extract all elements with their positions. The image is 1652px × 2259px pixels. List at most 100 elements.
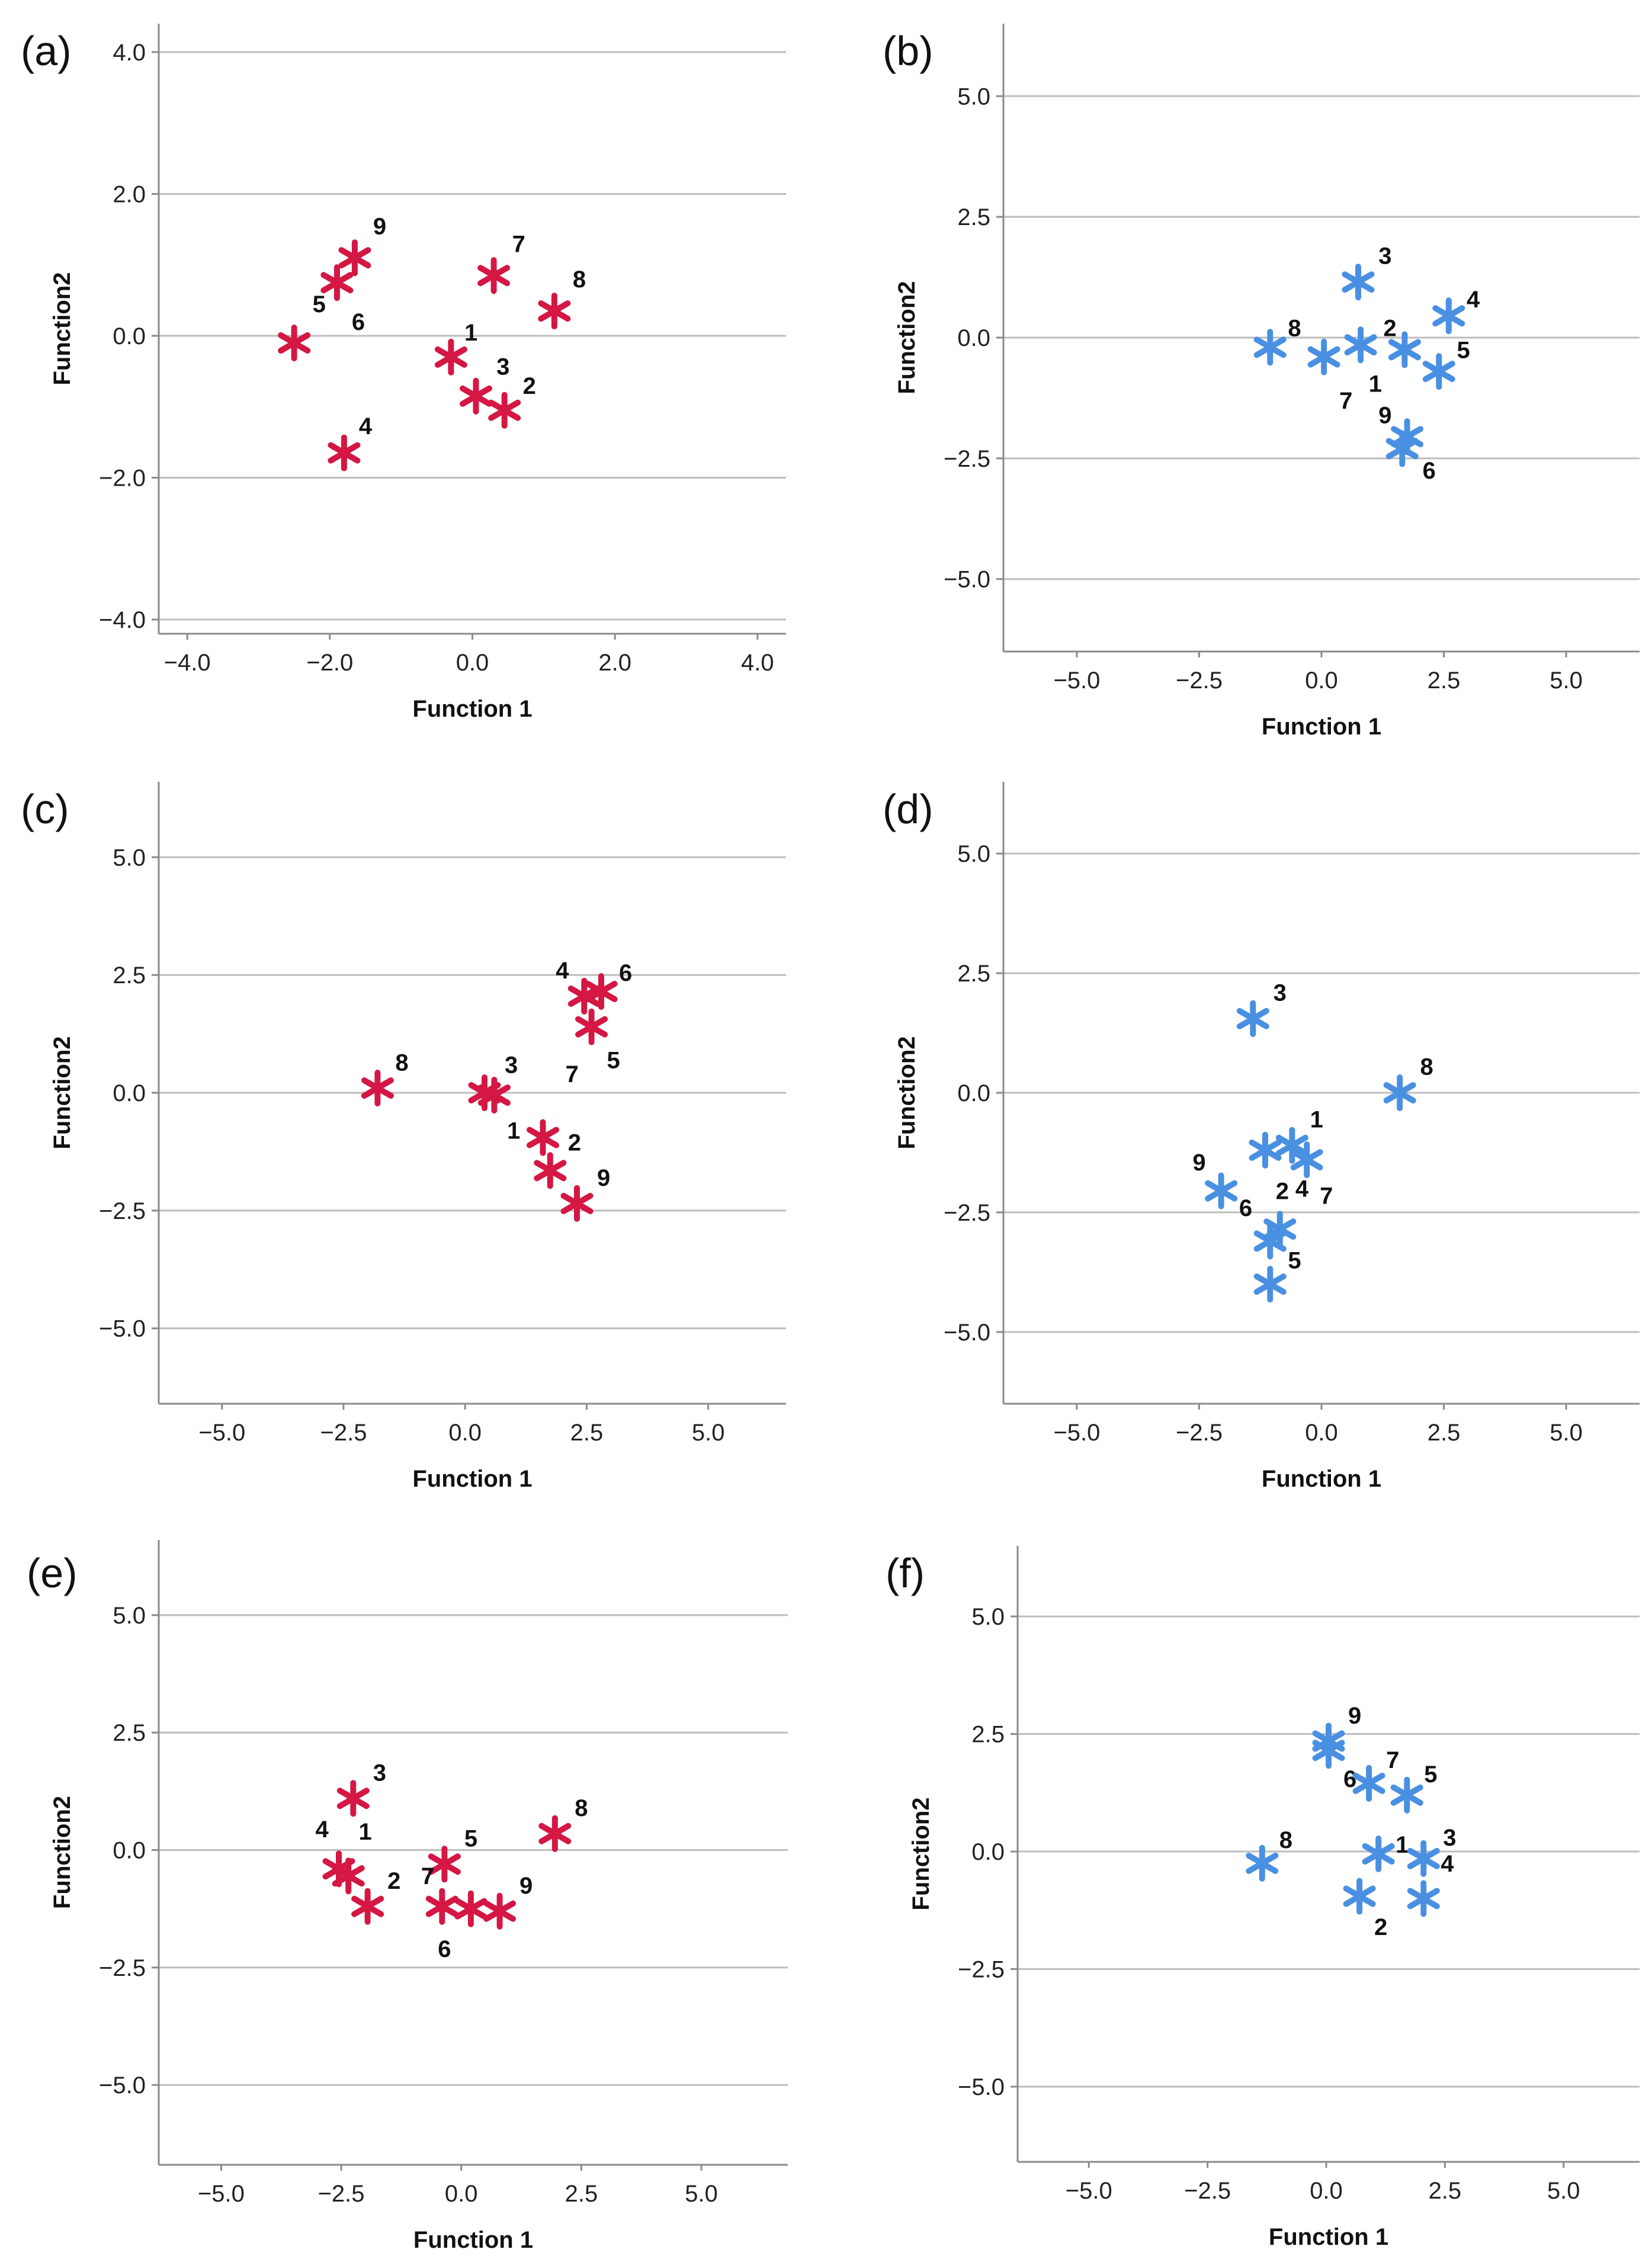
data-point-marker	[1205, 1172, 1238, 1209]
data-point-marker	[278, 325, 311, 361]
y-tick-label: 5.0	[957, 841, 990, 867]
data-point-label: 9	[597, 1165, 610, 1191]
data-point-label: 5	[1288, 1248, 1301, 1274]
x-tick-label: −5.0	[198, 1420, 245, 1446]
data-point-marker	[1344, 326, 1377, 364]
data-point-label: 4	[1467, 287, 1480, 313]
data-point-marker	[1307, 338, 1340, 376]
data-point-label: 9	[519, 1873, 533, 1899]
data-point-marker	[1342, 264, 1375, 301]
panel-letter: (f)	[886, 1550, 925, 1596]
data-point-label: 5	[1424, 1761, 1437, 1788]
data-point-marker	[1249, 1131, 1282, 1169]
data-point-marker	[1432, 297, 1465, 335]
data-point-label: 2	[1374, 1914, 1387, 1940]
y-tick-label: −4.0	[99, 607, 146, 633]
data-point-label: 9	[1192, 1150, 1205, 1176]
data-point-label: 6	[1343, 1766, 1356, 1792]
data-point-label: 4	[556, 958, 569, 984]
y-tick-label: −2.5	[99, 1198, 146, 1224]
data-point-label: 1	[464, 320, 477, 346]
y-tick-label: −5.0	[99, 2072, 146, 2098]
x-tick-label: 2.5	[1428, 1420, 1461, 1446]
x-axis-title: Function 1	[413, 2227, 533, 2253]
data-point-marker	[538, 293, 571, 330]
x-tick-label: 0.0	[1305, 668, 1338, 694]
data-point-label: 6	[352, 309, 365, 335]
data-point-label: 1	[1310, 1106, 1323, 1132]
data-point-label: 1	[358, 1819, 371, 1845]
y-tick-label: −2.0	[99, 466, 146, 492]
x-tick-label: −5.0	[198, 2181, 245, 2207]
x-axis-title: Function 1	[1269, 2224, 1388, 2250]
x-tick-label: −2.5	[320, 1420, 367, 1446]
data-point-marker	[1275, 1127, 1308, 1164]
data-point-label: 3	[1378, 243, 1391, 269]
panel-letter: (b)	[883, 28, 934, 74]
data-point-marker	[328, 434, 361, 471]
y-axis-title: Function2	[894, 281, 920, 394]
data-point-marker	[1352, 1764, 1385, 1802]
data-point-marker	[1391, 418, 1424, 455]
y-tick-label: 2.5	[957, 961, 990, 987]
data-point-marker	[477, 257, 511, 294]
data-point-marker	[1236, 1000, 1269, 1037]
y-tick-label: −2.5	[944, 1200, 990, 1226]
data-point-label: 4	[1295, 1176, 1309, 1202]
data-point-label: 5	[1457, 337, 1470, 363]
data-point-marker	[351, 1888, 384, 1925]
y-tick-label: 2.5	[113, 1720, 146, 1746]
data-point-label: 5	[464, 1826, 477, 1852]
data-point-marker	[1253, 329, 1287, 366]
data-point-label: 7	[1339, 388, 1352, 414]
data-point-marker	[460, 377, 492, 415]
x-tick-label: 0.0	[1305, 1420, 1338, 1446]
data-point-marker	[534, 1152, 567, 1189]
data-point-label: 7	[512, 231, 525, 257]
y-tick-label: −2.5	[99, 1955, 146, 1981]
y-tick-label: 5.0	[957, 84, 990, 110]
x-tick-label: 2.5	[570, 1420, 604, 1446]
y-axis-title: Function2	[49, 1796, 75, 1909]
y-axis-title: Function2	[894, 1036, 920, 1149]
data-point-label: 9	[1378, 402, 1391, 428]
data-point-label: 3	[1443, 1825, 1456, 1851]
data-point-label: 7	[421, 1863, 434, 1889]
panel-letter: (d)	[883, 786, 934, 832]
data-point-label: 2	[523, 373, 536, 399]
x-tick-label: −2.5	[1176, 1420, 1223, 1446]
x-tick-label: 5.0	[685, 2181, 718, 2207]
data-point-label: 5	[313, 291, 326, 317]
data-point-label: 9	[1348, 1703, 1361, 1729]
y-tick-label: −2.5	[944, 446, 990, 472]
x-axis-title: Function 1	[1262, 1466, 1381, 1492]
y-tick-label: 0.0	[957, 325, 990, 351]
x-axis-title: Function 1	[412, 696, 532, 722]
data-point-marker	[1388, 331, 1421, 368]
data-point-label: 4	[1441, 1851, 1454, 1877]
y-tick-label: 2.5	[971, 1722, 1005, 1748]
panel-letter: (a)	[21, 28, 72, 74]
data-point-marker	[428, 1846, 461, 1883]
data-point-marker	[488, 392, 521, 429]
data-point-marker	[1290, 1141, 1323, 1179]
y-axis-title: Function2	[49, 272, 75, 385]
y-tick-label: 5.0	[113, 845, 146, 871]
data-point-marker	[527, 1119, 560, 1156]
x-tick-label: 0.0	[445, 2181, 478, 2207]
data-point-marker	[575, 1008, 608, 1045]
y-axis-title: Function2	[49, 1036, 75, 1149]
y-tick-label: 5.0	[971, 1604, 1005, 1630]
data-point-label: 6	[1239, 1195, 1252, 1221]
data-point-marker	[1390, 1776, 1423, 1814]
data-point-label: 2	[387, 1868, 400, 1894]
data-point-marker	[483, 1892, 517, 1930]
x-tick-label: −2.5	[1184, 2178, 1231, 2204]
x-tick-label: 0.0	[456, 650, 489, 676]
chart-panel: (e) −5.0 −2.5 0.0 2.5 5.0 −5.0 −2.5 0.0 2.5 5.0 Fun…	[27, 1540, 788, 2253]
x-tick-label: 0.0	[1310, 2178, 1343, 2204]
panel-letter: (c)	[21, 786, 69, 832]
chart-panel: (b) −5.0 −2.5 0.0 2.5 5.0 −5.0 −2.5 0.0 2.5 5.0 Fun…	[883, 24, 1640, 740]
data-point-label: 1	[1369, 371, 1382, 397]
